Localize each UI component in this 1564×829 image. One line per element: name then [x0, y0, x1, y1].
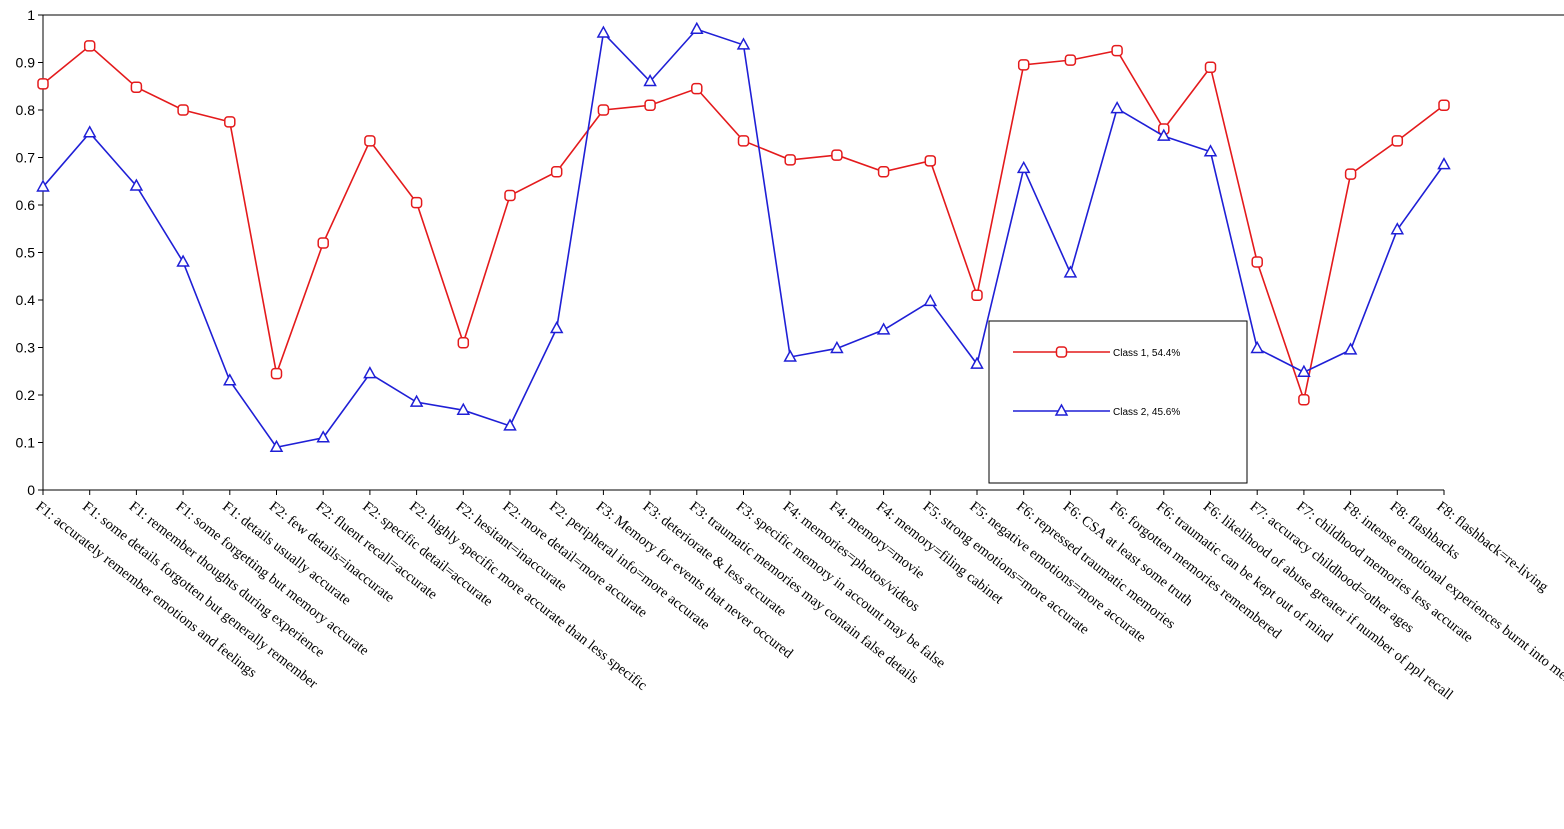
data-point-marker [1250, 340, 1264, 354]
data-point-marker [923, 293, 938, 307]
data-point-marker [550, 166, 563, 178]
data-point-marker [270, 367, 283, 380]
data-point-marker [177, 104, 189, 116]
data-point-marker [830, 340, 844, 354]
data-point-marker [129, 178, 144, 191]
data-point-marker [1204, 61, 1217, 73]
data-point-marker [82, 125, 97, 138]
x-axis: F1: accurately remember emotions and fee… [33, 490, 1564, 703]
y-axis: 0 0.1 0.2 0.3 0.4 0.5 0.6 0.7 0.8 0.9 1 [16, 7, 43, 498]
series-layer [36, 21, 1451, 452]
data-point-marker [1298, 394, 1310, 406]
data-point-marker [1110, 101, 1124, 114]
data-point-marker [1297, 364, 1311, 377]
data-point-marker [224, 116, 236, 128]
data-point-marker [690, 21, 704, 34]
data-point-marker [1390, 222, 1405, 235]
data-point-marker [783, 349, 797, 362]
plot-area [42, 14, 1564, 491]
data-point-marker [1343, 342, 1358, 355]
data-point-marker [36, 179, 50, 192]
data-point-marker [1344, 168, 1357, 180]
data-point-marker [643, 73, 657, 87]
data-point-marker [1064, 54, 1077, 66]
legend-label: Class 1, 54.4% [1113, 348, 1180, 359]
series-2 [36, 21, 1451, 452]
data-point-marker [1251, 256, 1263, 268]
data-point-marker [316, 430, 330, 443]
data-point-marker [1063, 265, 1078, 278]
legend-swatch-marker [1055, 346, 1068, 358]
data-point-marker [83, 40, 96, 52]
data-point-marker [970, 356, 984, 369]
data-point-marker [1203, 144, 1218, 157]
legend-item: Class 1, 54.4% [1013, 346, 1180, 359]
legend-box [988, 320, 1248, 484]
data-point-marker [1157, 128, 1171, 141]
legend-item: Class 2, 45.6% [1013, 403, 1180, 418]
data-point-marker [784, 154, 796, 166]
data-point-marker [736, 37, 751, 50]
data-point-marker [1438, 99, 1450, 111]
y-tick-label: 0.4 [16, 292, 36, 308]
data-point-marker [1437, 157, 1451, 170]
data-point-marker [831, 149, 843, 161]
data-point-marker [37, 78, 49, 90]
y-tick-label: 0.9 [16, 55, 36, 71]
data-point-marker [549, 320, 564, 334]
data-point-marker [1016, 160, 1031, 174]
data-point-marker [876, 322, 891, 335]
y-tick-label: 1 [27, 7, 35, 23]
y-tick-label: 0.2 [16, 387, 36, 403]
data-point-marker [223, 373, 237, 386]
data-point-marker [597, 104, 610, 116]
data-point-marker [924, 155, 937, 167]
data-point-marker [877, 166, 890, 178]
data-point-marker [1111, 44, 1123, 57]
y-tick-label: 0.6 [16, 197, 36, 213]
data-point-marker [596, 25, 611, 38]
y-tick-label: 0.7 [16, 150, 36, 166]
data-point-marker [1017, 59, 1030, 71]
data-point-marker [691, 82, 703, 95]
legend-label: Class 2, 45.6% [1113, 407, 1180, 418]
data-point-marker [644, 99, 656, 111]
legend: Class 1, 54.4% Class 2, 45.6% [988, 320, 1248, 484]
y-tick-label: 0 [27, 482, 35, 498]
series-1 [37, 40, 1450, 406]
y-tick-label: 0.3 [16, 340, 36, 356]
data-point-marker [456, 402, 471, 415]
data-point-marker [457, 337, 470, 349]
data-point-marker [971, 289, 983, 301]
data-point-marker [504, 189, 516, 202]
y-tick-label: 0.8 [16, 102, 36, 118]
y-tick-label: 0.1 [16, 435, 36, 451]
legend-swatch-marker [1054, 403, 1069, 416]
data-point-marker [410, 196, 423, 209]
data-point-marker [737, 135, 750, 147]
data-point-marker [363, 366, 377, 379]
data-point-marker [409, 394, 424, 407]
data-point-marker [503, 418, 517, 431]
data-point-marker [364, 135, 376, 147]
data-point-marker [1391, 135, 1404, 147]
data-point-marker [130, 81, 143, 93]
data-point-marker [176, 254, 190, 267]
y-tick-label: 0.5 [16, 245, 36, 261]
data-point-marker [317, 237, 329, 249]
data-point-marker [269, 439, 284, 452]
